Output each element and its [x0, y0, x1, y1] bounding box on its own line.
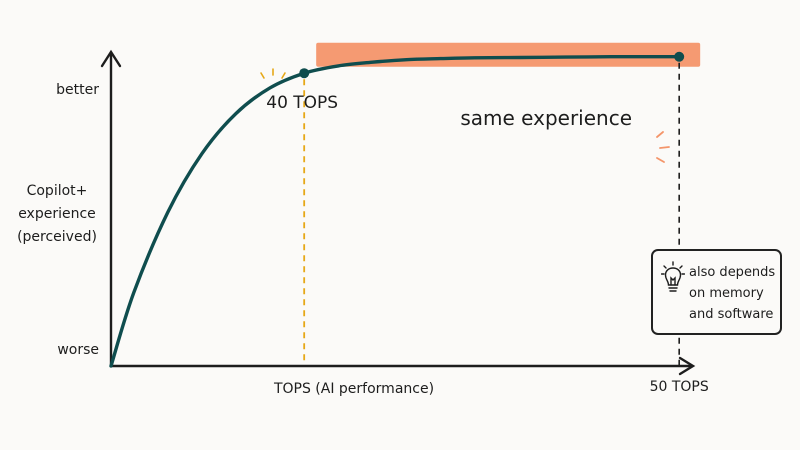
label-50-tops: 50 TOPS: [650, 379, 709, 395]
y-axis-label-line-3: (perceived): [17, 229, 97, 245]
lightbulb-icon: [661, 261, 685, 292]
note-line-3: and software: [689, 307, 774, 322]
note-text: also depends on memory and software: [689, 262, 781, 325]
x-axis: [109, 356, 696, 376]
y-bottom-label: worse: [57, 342, 99, 358]
sparkle-end-icon: [656, 131, 670, 163]
y-axis-label-line-1: Copilot+: [27, 183, 88, 199]
y-top-label: better: [56, 82, 99, 98]
y-axis: [100, 49, 122, 368]
same-experience-label: same experience: [460, 106, 632, 130]
sparkle-40-icon: [260, 68, 286, 79]
note-box: also depends on memory and software: [651, 249, 782, 335]
note-line-1: also depends: [689, 265, 776, 280]
x-axis-label: TOPS (AI performance): [273, 381, 434, 397]
label-40-tops: 40 TOPS: [266, 93, 338, 113]
experience-curve: [109, 55, 681, 368]
point-40-tops: [299, 68, 310, 79]
note-line-2: on memory: [689, 286, 764, 301]
y-axis-label-line-2: experience: [18, 206, 96, 222]
point-50-tops: [674, 51, 685, 62]
